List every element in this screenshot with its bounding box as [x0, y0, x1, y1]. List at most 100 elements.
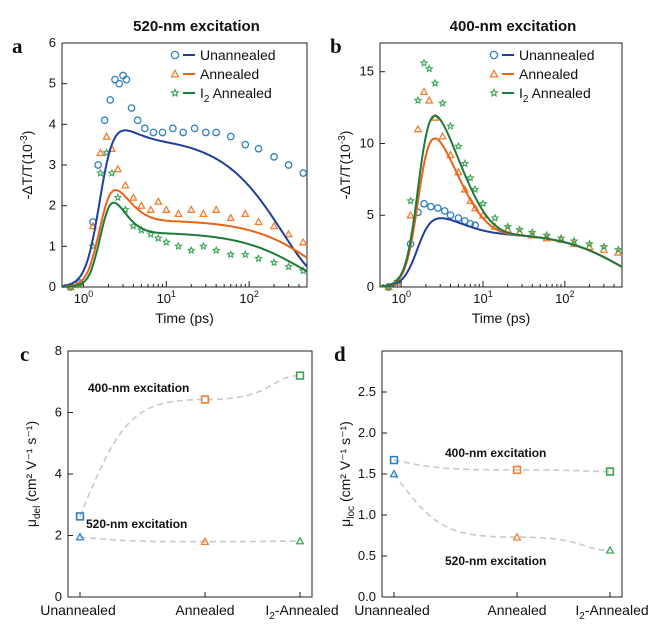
data-point-circle — [133, 116, 142, 125]
data-point-star — [527, 227, 537, 237]
guide-curve — [393, 473, 611, 552]
data-point-star — [240, 249, 250, 259]
data-point-circle — [212, 128, 221, 137]
y-tick-label: 2.5 — [358, 384, 376, 399]
data-point-square — [512, 465, 522, 475]
data-point-star — [542, 230, 552, 240]
data-point-star — [465, 173, 475, 182]
legend-marker-triangle — [170, 69, 180, 78]
data-point-triangle — [153, 197, 163, 205]
data-point-star — [419, 58, 429, 67]
legend-marker-star — [170, 88, 180, 98]
data-point-circle — [226, 132, 235, 141]
plot-frame — [379, 42, 623, 288]
data-point-star — [161, 237, 171, 247]
data-point-star — [515, 224, 525, 234]
y-tick-label: 4 — [55, 466, 62, 481]
x-axis-label: Time (ps) — [155, 310, 214, 326]
data-point-triangle — [241, 209, 250, 218]
data-point-star — [438, 98, 447, 108]
data-point-star — [413, 95, 423, 105]
data-point-star — [254, 253, 263, 263]
data-point-circle — [115, 79, 124, 88]
subscript: 2 — [523, 94, 529, 105]
data-point-star — [153, 233, 163, 242]
data-point-circle — [140, 124, 149, 133]
legend-label: Annealed — [519, 66, 578, 82]
y-tick-label: 10 — [360, 135, 374, 150]
x-tick-label: Unannealed — [40, 602, 116, 618]
data-point-triangle — [102, 131, 111, 140]
data-point-square — [75, 512, 85, 521]
y-tick-label: 1.0 — [358, 507, 376, 522]
legend-marker-circle — [489, 50, 499, 60]
data-point-star — [96, 168, 105, 177]
data-point-circle — [119, 71, 127, 80]
subscript: 2 — [269, 611, 275, 622]
data-point-triangle — [424, 95, 434, 104]
subscript: 2 — [579, 611, 585, 622]
data-point-star — [424, 64, 434, 73]
data-point-triangle — [129, 192, 138, 201]
data-point-triangle — [438, 131, 447, 140]
annotation: 400-nm excitation — [88, 381, 189, 395]
data-point-circle — [454, 214, 463, 222]
fit-line — [61, 129, 308, 288]
y-tick-label: 8 — [55, 343, 62, 358]
y-axis-label: -ΔT/T(10-3) — [19, 131, 35, 200]
x-axis-label: Time (ps) — [472, 310, 531, 326]
data-point-circle — [190, 124, 199, 133]
data-point-star — [569, 236, 579, 245]
x-tick-label: Annealed — [487, 602, 546, 618]
data-point-star — [430, 78, 440, 88]
x-tick-label: I2-Annealed — [265, 602, 338, 622]
y-axis-label: μdel (cm² V⁻¹ s⁻¹) — [23, 421, 43, 527]
annotation: 400-nm excitation — [445, 446, 546, 460]
panel-d: 0.0 0.5 1.0 1.5 2.0 2.5 Unannealed Annealed I2-A… — [334, 342, 649, 622]
fit-line — [61, 189, 308, 288]
y-tick-label: 5 — [367, 207, 374, 222]
data-point-circle — [299, 169, 308, 177]
data-point-circle — [440, 207, 449, 215]
legend-marker-star — [489, 88, 499, 98]
data-point-circle — [179, 128, 188, 137]
data-point-circle — [426, 202, 435, 211]
data-point-square — [200, 395, 210, 404]
legend-label: I2 Annealed — [519, 85, 591, 105]
y-tick-label: 0 — [367, 279, 374, 294]
x-tick-label: 100 — [391, 289, 410, 306]
data-point-triangle — [162, 205, 171, 213]
data-point-star — [460, 158, 470, 168]
legend-label: I2 Annealed — [200, 85, 272, 105]
data-point-triangle — [75, 532, 85, 541]
data-point-star — [613, 245, 623, 254]
data-point-triangle — [200, 536, 210, 546]
data-point-star — [470, 184, 480, 194]
y-tick-label: 0.5 — [358, 548, 376, 563]
panel-label: c — [20, 342, 29, 366]
data-point-triangle — [269, 221, 279, 230]
data-point-triangle — [186, 205, 196, 213]
data-point-triangle — [470, 203, 480, 212]
data-point-star — [446, 121, 455, 130]
data-point-circle — [433, 204, 442, 212]
annotation: 520-nm excitation — [445, 554, 546, 568]
data-point-star — [107, 168, 117, 177]
subscript: 2 — [204, 94, 210, 105]
data-point-star — [478, 199, 488, 208]
y-tick-label: 15 — [360, 64, 374, 79]
annotation: 520-nm excitation — [86, 517, 187, 531]
y-tick-label: 1.5 — [358, 466, 376, 481]
data-point-star — [503, 222, 513, 231]
data-point-star — [599, 242, 609, 251]
data-point-triangle — [199, 209, 208, 218]
panel-label: d — [334, 342, 346, 366]
x-tick-label: 101 — [157, 289, 176, 306]
data-point-star — [113, 192, 123, 202]
data-point-triangle — [460, 184, 470, 193]
y-axis-label: -ΔT/T(10-3) — [337, 131, 353, 200]
x-tick-label: Unannealed — [354, 602, 430, 618]
data-point-triangle — [226, 213, 236, 222]
data-point-square — [295, 371, 305, 380]
